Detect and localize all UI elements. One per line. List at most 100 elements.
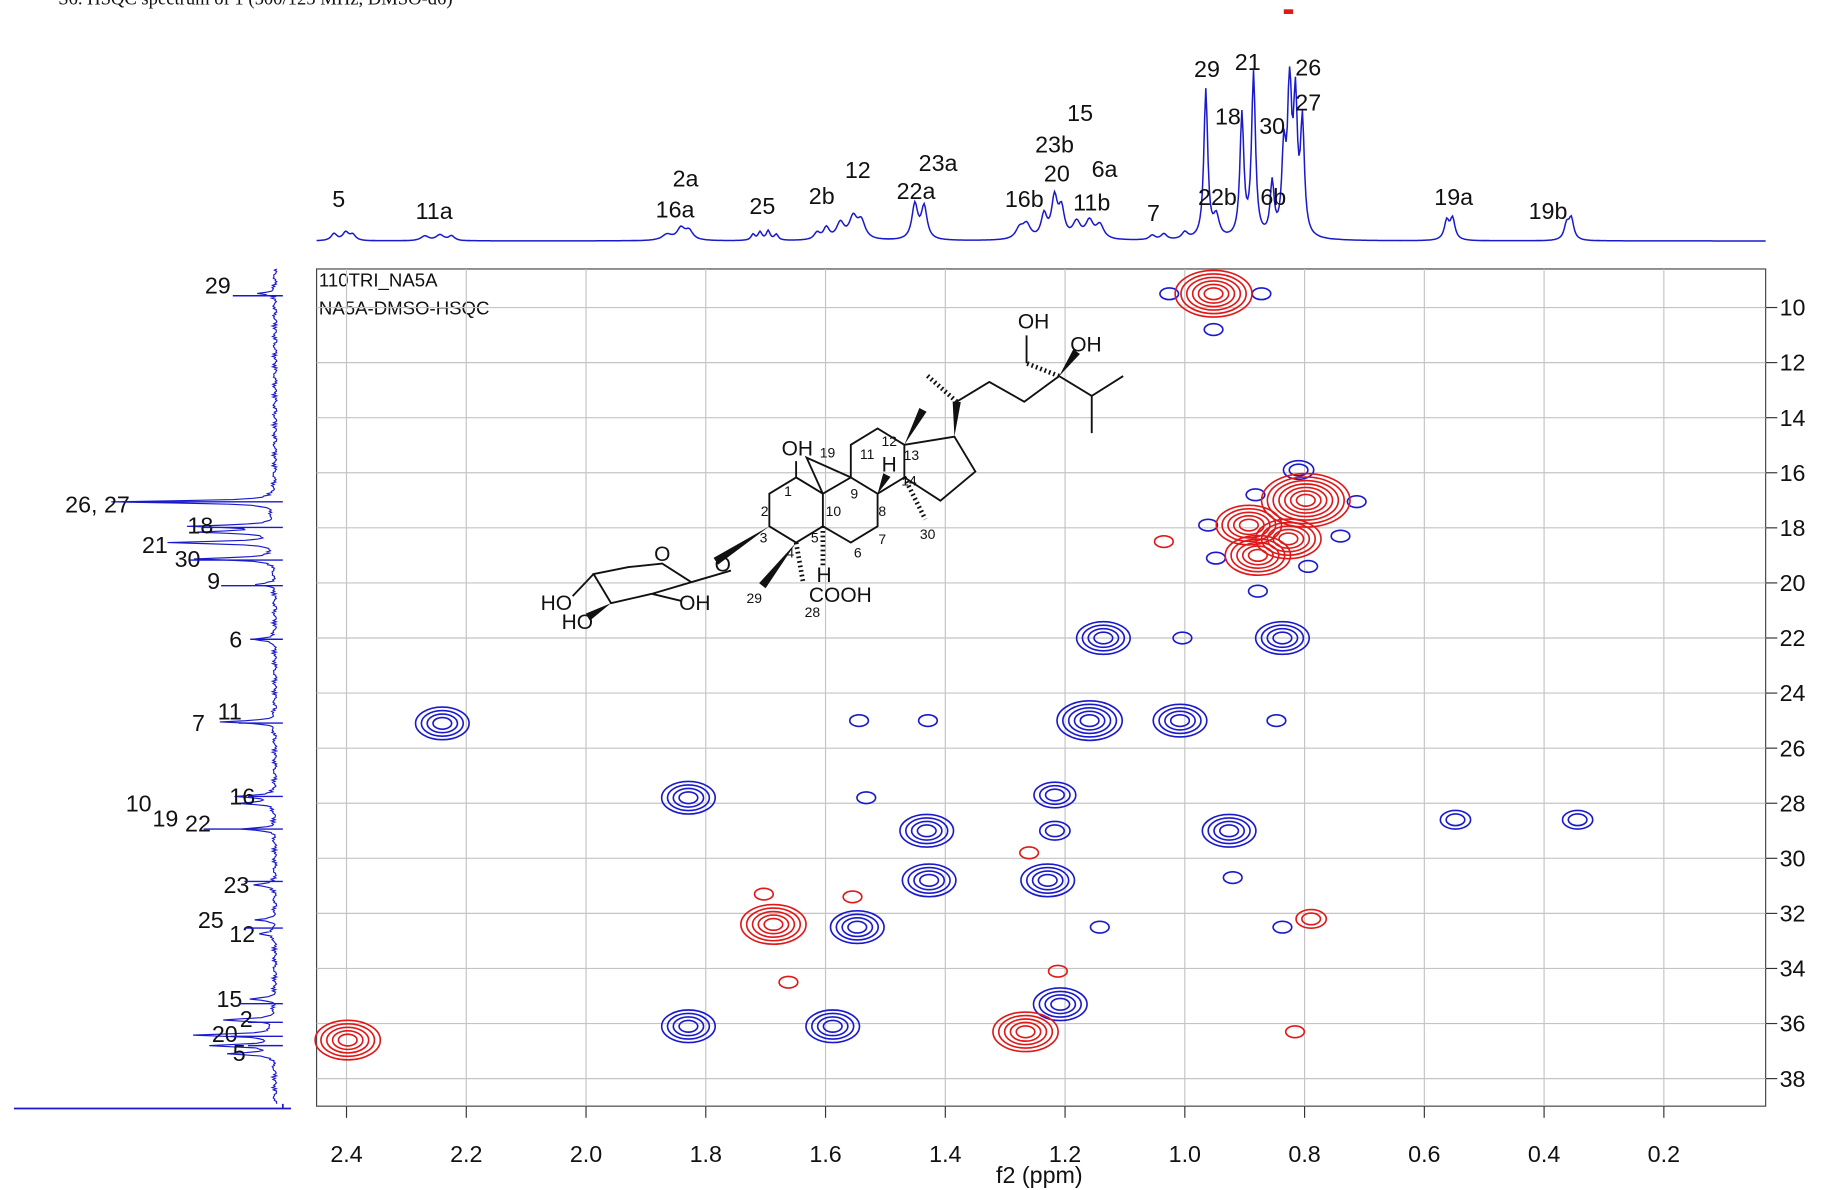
f1-label: 29 (205, 272, 231, 298)
x-tick-label: 2.4 (330, 1141, 362, 1167)
contour (1230, 538, 1286, 573)
contour (1247, 548, 1268, 563)
contour (910, 820, 943, 841)
contour (919, 873, 940, 887)
hashed-bond (793, 361, 1061, 583)
cross-peak (1254, 620, 1311, 656)
contour (1205, 551, 1227, 565)
contour (904, 817, 949, 845)
contour (1272, 920, 1293, 934)
f2-label: 29 (1194, 56, 1220, 82)
f1-label: 20 (212, 1021, 238, 1047)
cross-peak (414, 706, 470, 741)
f1-label: 26, 27 (65, 491, 130, 517)
cross-peak (1159, 287, 1180, 301)
y-tick-label: 30 (1780, 845, 1806, 871)
contour (432, 716, 453, 731)
cross-peak (1247, 584, 1268, 598)
cross-peak (1282, 459, 1315, 481)
contour (916, 824, 937, 838)
cross-peak (1222, 870, 1243, 885)
cross-peak (856, 791, 877, 805)
contour (1038, 820, 1071, 841)
contour (1047, 964, 1069, 978)
cross-peak (753, 887, 774, 901)
f2-label: 11b (1073, 190, 1110, 216)
contour (1330, 529, 1351, 543)
contour (1219, 824, 1240, 838)
contour (1003, 1018, 1048, 1046)
f2-label: 22b (1198, 184, 1237, 210)
grid (316, 268, 1778, 1118)
contour (314, 1019, 382, 1061)
contour (1236, 541, 1280, 570)
atom-label: OH (1018, 310, 1049, 333)
contour (1241, 545, 1274, 566)
cross-peak (1203, 322, 1224, 337)
contour (1062, 703, 1118, 738)
cross-peak (848, 713, 870, 728)
f2-label: 5 (332, 186, 345, 212)
cross-peak (1089, 920, 1110, 934)
contour (666, 784, 711, 812)
cross-peak (1298, 559, 1319, 574)
atom-label: 5 (811, 530, 819, 546)
atom-label: 30 (920, 526, 936, 542)
cross-peak (842, 890, 863, 904)
cross-peak (314, 1019, 382, 1061)
atom-label: H (816, 564, 831, 587)
y-tick-label: 22 (1780, 625, 1806, 651)
f2-label: 6a (1092, 156, 1118, 182)
contour (1174, 269, 1253, 318)
cross-peak (992, 1011, 1059, 1053)
f2-label: 16a (656, 197, 695, 223)
x-tick-label: 2.0 (570, 1141, 602, 1167)
wedges (585, 349, 1080, 621)
contour (1289, 490, 1322, 511)
contour (1445, 813, 1466, 827)
f1-label: 2 (240, 1006, 253, 1032)
cross-peak (1198, 518, 1219, 532)
contour (1247, 584, 1268, 598)
contour (899, 813, 955, 848)
atom-label: 10 (826, 503, 842, 519)
contour (835, 913, 880, 941)
contour (678, 791, 699, 805)
chart-title: S6. HSQC spectrum of 1 (500/125 MHz, DMS… (58, 0, 452, 10)
contour (856, 791, 877, 805)
contour (1067, 706, 1112, 735)
x-tick-label: 1.8 (690, 1141, 722, 1167)
contour (917, 713, 939, 728)
contour (1191, 280, 1236, 308)
x-tick-label: 0.4 (1528, 1141, 1560, 1167)
f2-label: 2b (809, 183, 835, 209)
contour (1152, 703, 1208, 738)
cross-peak (778, 975, 799, 989)
y-tick-label: 18 (1780, 515, 1806, 541)
contour (1075, 620, 1131, 656)
y-tick-label: 24 (1780, 680, 1806, 706)
contour (992, 1011, 1059, 1053)
cross-peak (740, 903, 807, 946)
marker (1283, 9, 1294, 14)
f2-label: 16b (1005, 186, 1044, 212)
contour (420, 709, 465, 737)
contour (1044, 788, 1066, 802)
wedge-bond (952, 401, 961, 437)
cross-peak (1439, 809, 1472, 830)
contour (901, 863, 957, 898)
cross-peak (899, 813, 955, 848)
contour (1254, 620, 1311, 656)
contour (907, 866, 951, 894)
contour (1093, 631, 1114, 645)
atom-label: O (654, 543, 670, 566)
atom-label: 2 (761, 503, 769, 519)
contour (678, 1019, 699, 1033)
cross-peak (1245, 488, 1266, 502)
contour (337, 1033, 358, 1047)
projection-f2 (316, 66, 1766, 242)
y-tick-label: 20 (1780, 570, 1806, 596)
contour (829, 910, 885, 945)
contour (672, 787, 705, 808)
